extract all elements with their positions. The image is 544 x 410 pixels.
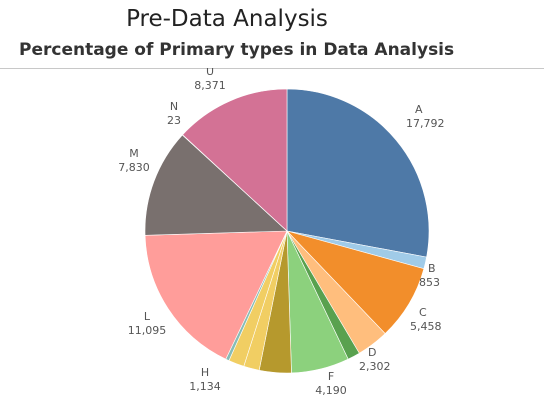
slice-name-label: U bbox=[206, 68, 214, 78]
slice-name-label: B bbox=[428, 262, 436, 275]
pie-slices bbox=[144, 88, 430, 374]
slice-name-label: F bbox=[328, 370, 334, 383]
slice-value-label: 1,134 bbox=[189, 380, 221, 393]
slice-value-label: 853 bbox=[419, 276, 440, 289]
slice-value-label: 11,095 bbox=[128, 324, 167, 337]
pie-slice-l[interactable] bbox=[144, 230, 288, 360]
slice-name-label: N bbox=[170, 100, 178, 113]
slice-name-label: A bbox=[415, 103, 423, 116]
slice-value-label: 23 bbox=[167, 114, 181, 127]
slice-value-label: 5,458 bbox=[410, 320, 442, 333]
pie-slice-a[interactable] bbox=[286, 88, 430, 258]
slice-value-label: 17,792 bbox=[406, 117, 445, 130]
chart-header: Pre-Data Analysis Percentage of Primary … bbox=[0, 0, 544, 69]
slice-value-label: 4,190 bbox=[315, 384, 347, 397]
slice-value-label: 7,830 bbox=[118, 161, 150, 174]
chart-subtitle: Percentage of Primary types in Data Anal… bbox=[19, 40, 455, 60]
slice-value-label: 2,302 bbox=[359, 360, 391, 373]
slice-name-label: M bbox=[129, 147, 139, 160]
slice-name-label: C bbox=[419, 306, 427, 319]
page-title: Pre-Data Analysis bbox=[126, 6, 328, 32]
slice-name-label: H bbox=[201, 366, 209, 379]
pie-slice-u[interactable] bbox=[182, 88, 288, 232]
slice-name-label: D bbox=[368, 346, 376, 359]
pie-slice-m[interactable] bbox=[144, 134, 288, 236]
slice-name-label: L bbox=[144, 310, 151, 323]
slice-value-label: 8,371 bbox=[194, 79, 226, 92]
